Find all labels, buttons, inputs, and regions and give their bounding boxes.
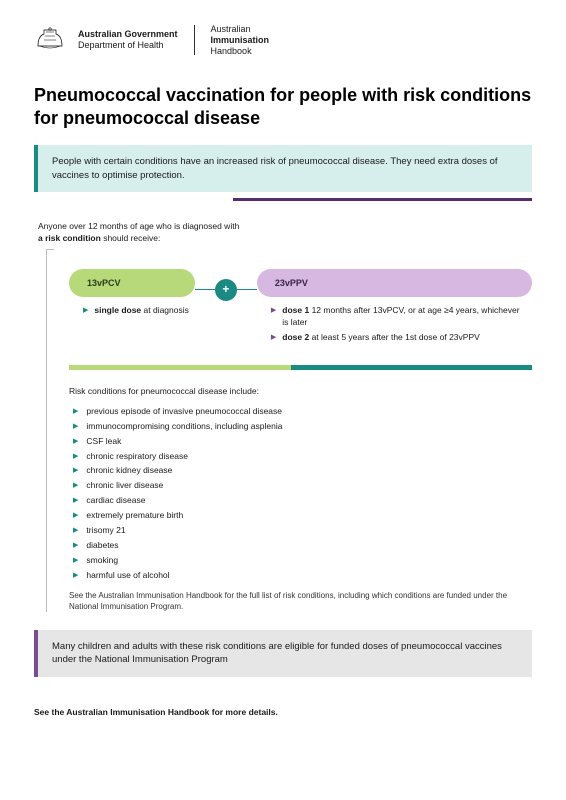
handbook-line2: Immunisation [211, 35, 270, 46]
handbook-line3: Handbook [211, 46, 270, 57]
vaccine2-dose1: dose 1 12 months after 13vPCV, or at age… [282, 305, 526, 329]
bullet-icon: ▶ [73, 465, 78, 477]
vaccine2-details: ▶ dose 1 12 months after 13vPCV, or at a… [257, 297, 532, 347]
risk-item: ▶ immunocompromising conditions, includin… [73, 421, 532, 433]
page: Australian Government Department of Heal… [0, 0, 566, 738]
intro-pre: Anyone over 12 months of age who is diag… [38, 221, 239, 231]
risk-item: ▶ smoking [73, 555, 532, 567]
risk-item-text: trisomy 21 [86, 525, 125, 537]
flow-container: 13vPCV ▶ single dose at diagnosis + 23vP… [46, 249, 532, 612]
connector-line-left [195, 289, 215, 290]
risk-section: Risk conditions for pneumococcal disease… [69, 386, 532, 612]
handbook-line1: Australian [211, 24, 270, 35]
risk-item-text: chronic kidney disease [86, 465, 172, 477]
footer-text: See the Australian Immunisation Handbook… [34, 707, 532, 719]
risk-item-text: previous episode of invasive pneumococca… [86, 406, 282, 418]
callout-intro: People with certain conditions have an i… [34, 145, 532, 192]
risk-item-text: smoking [86, 555, 118, 567]
risk-item-text: diabetes [86, 540, 118, 552]
gradient-divider [69, 365, 532, 370]
risk-item: ▶ diabetes [73, 540, 532, 552]
purple-accent-bar [233, 198, 532, 201]
risk-item-text: chronic respiratory disease [86, 451, 188, 463]
page-title: Pneumococcal vaccination for people with… [34, 84, 532, 129]
risk-item: ▶ previous episode of invasive pneumococc… [73, 406, 532, 418]
risk-item-text: CSF leak [86, 436, 121, 448]
bullet-icon: ▶ [73, 525, 78, 537]
vaccine1-details: ▶ single dose at diagnosis [69, 297, 195, 320]
risk-item: ▶ trisomy 21 [73, 525, 532, 537]
vaccine1-detail: single dose at diagnosis [94, 305, 189, 317]
risk-item-text: chronic liver disease [86, 480, 163, 492]
intro-text: Anyone over 12 months of age who is diag… [38, 221, 532, 245]
risk-item: ▶ CSF leak [73, 436, 532, 448]
vaccine2-pill: 23vPPV [257, 269, 532, 298]
bullet-icon: ▶ [73, 436, 78, 448]
bullet-icon: ▶ [73, 510, 78, 522]
plus-icon: + [215, 279, 237, 301]
gov-text: Australian Government Department of Heal… [78, 29, 178, 51]
gov-line2: Department of Health [78, 40, 178, 51]
bullet-icon: ▶ [73, 570, 78, 582]
bullet-icon: ▶ [271, 305, 276, 329]
risk-item: ▶ extremely premature birth [73, 510, 532, 522]
handbook-text: Australian Immunisation Handbook [211, 24, 270, 56]
risk-note: See the Australian Immunisation Handbook… [69, 590, 532, 612]
risk-item-text: harmful use of alcohol [86, 570, 169, 582]
vaccine1-pill: 13vPCV [69, 269, 195, 298]
bullet-icon: ▶ [271, 332, 276, 344]
risk-item-text: cardiac disease [86, 495, 145, 507]
risk-item: ▶ harmful use of alcohol [73, 570, 532, 582]
header-divider [194, 25, 195, 55]
intro-bold: a risk condition [38, 233, 101, 243]
bullet-icon: ▶ [73, 451, 78, 463]
plus-connector: + [195, 279, 257, 301]
risk-item: ▶ cardiac disease [73, 495, 532, 507]
bullet-icon: ▶ [73, 406, 78, 418]
risk-item: ▶ chronic respiratory disease [73, 451, 532, 463]
bullet-icon: ▶ [73, 540, 78, 552]
bullet-icon: ▶ [83, 305, 88, 317]
callout-funding: Many children and adults with these risk… [34, 630, 532, 677]
coat-of-arms-icon [34, 26, 66, 54]
header: Australian Government Department of Heal… [34, 24, 532, 56]
risk-list: ▶ previous episode of invasive pneumococc… [69, 406, 532, 582]
bullet-icon: ▶ [73, 480, 78, 492]
bullet-icon: ▶ [73, 555, 78, 567]
bullet-icon: ▶ [73, 421, 78, 433]
risk-item: ▶ chronic kidney disease [73, 465, 532, 477]
gov-line1: Australian Government [78, 29, 178, 40]
connector-line-right [237, 289, 257, 290]
bullet-icon: ▶ [73, 495, 78, 507]
vaccine2-dose2: dose 2 at least 5 years after the 1st do… [282, 332, 480, 344]
vaccine2-col: 23vPPV ▶ dose 1 12 months after 13vPCV, … [257, 269, 532, 347]
vaccine1-col: 13vPCV ▶ single dose at diagnosis [69, 269, 195, 320]
flow-tick-top [46, 249, 54, 250]
risk-intro: Risk conditions for pneumococcal disease… [69, 386, 532, 398]
risk-item: ▶ chronic liver disease [73, 480, 532, 492]
intro-post: should receive: [101, 233, 161, 243]
risk-item-text: immunocompromising conditions, including… [86, 421, 282, 433]
risk-item-text: extremely premature birth [86, 510, 183, 522]
vaccine-row: 13vPCV ▶ single dose at diagnosis + 23vP… [69, 269, 532, 347]
